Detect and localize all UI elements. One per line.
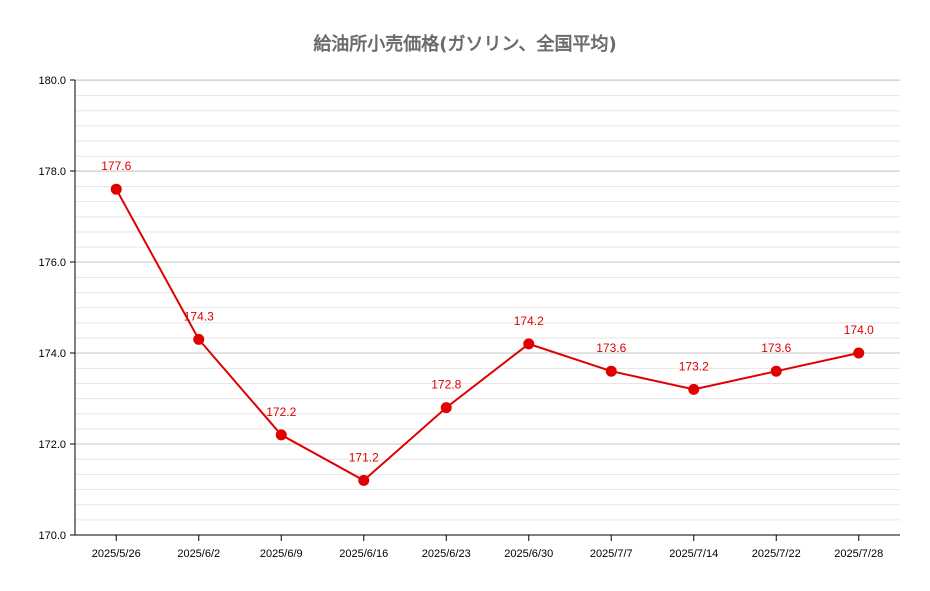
y-tick-label: 178.0 xyxy=(38,166,66,178)
data-label: 172.2 xyxy=(266,405,296,419)
series-polyline xyxy=(115,188,859,482)
chart-title: 給油所小売価格(ガソリン、全国平均) xyxy=(313,34,617,55)
x-tick-label: 2025/7/22 xyxy=(752,548,801,560)
y-tick-label: 170.0 xyxy=(38,530,66,542)
data-label: 174.2 xyxy=(514,314,544,328)
grid-lines xyxy=(75,79,900,536)
x-tick-label: 2025/7/28 xyxy=(834,548,883,560)
x-tick-label: 2025/7/7 xyxy=(590,548,633,560)
y-tick-label: 180.0 xyxy=(38,75,66,87)
data-label: 173.6 xyxy=(596,341,626,355)
x-tick-label: 2025/6/30 xyxy=(504,548,553,560)
data-point xyxy=(523,338,535,350)
data-label: 171.2 xyxy=(349,450,379,464)
y-tick-label: 172.0 xyxy=(38,439,66,451)
data-label: 173.6 xyxy=(761,341,791,355)
data-point xyxy=(193,333,205,345)
data-point xyxy=(770,365,782,377)
x-tick-label: 2025/5/26 xyxy=(92,548,141,560)
x-tick-label: 2025/6/23 xyxy=(422,548,471,560)
y-tick-label: 174.0 xyxy=(38,348,66,360)
data-label: 173.2 xyxy=(679,359,709,373)
x-tick-label: 2025/6/16 xyxy=(339,548,388,560)
data-point xyxy=(853,347,865,359)
x-tick-label: 2025/6/2 xyxy=(177,548,220,560)
x-tick-label: 2025/6/9 xyxy=(260,548,303,560)
data-label: 174.3 xyxy=(184,309,214,323)
data-point xyxy=(440,402,452,414)
data-points xyxy=(110,183,865,486)
data-point xyxy=(688,383,700,395)
x-tick-label: 2025/7/14 xyxy=(669,548,718,560)
series-line xyxy=(115,188,859,482)
y-tick-label: 176.0 xyxy=(38,257,66,269)
data-point xyxy=(358,474,370,486)
data-point xyxy=(275,429,287,441)
data-point xyxy=(605,365,617,377)
data-label: 174.0 xyxy=(844,323,874,337)
data-point xyxy=(110,183,122,195)
axes: 170.0 172.0 174.0 176.0 178.0 180.0 2025/5/26 2… xyxy=(38,75,900,560)
data-label: 172.8 xyxy=(431,378,461,392)
data-label: 177.6 xyxy=(101,159,131,173)
data-labels: 177.6 174.3 172.2 171.2 172.8 174.2 173.6 173.2… xyxy=(101,159,874,464)
